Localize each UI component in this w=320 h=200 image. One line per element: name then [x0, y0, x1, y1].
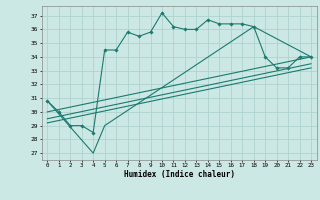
X-axis label: Humidex (Indice chaleur): Humidex (Indice chaleur) — [124, 170, 235, 179]
